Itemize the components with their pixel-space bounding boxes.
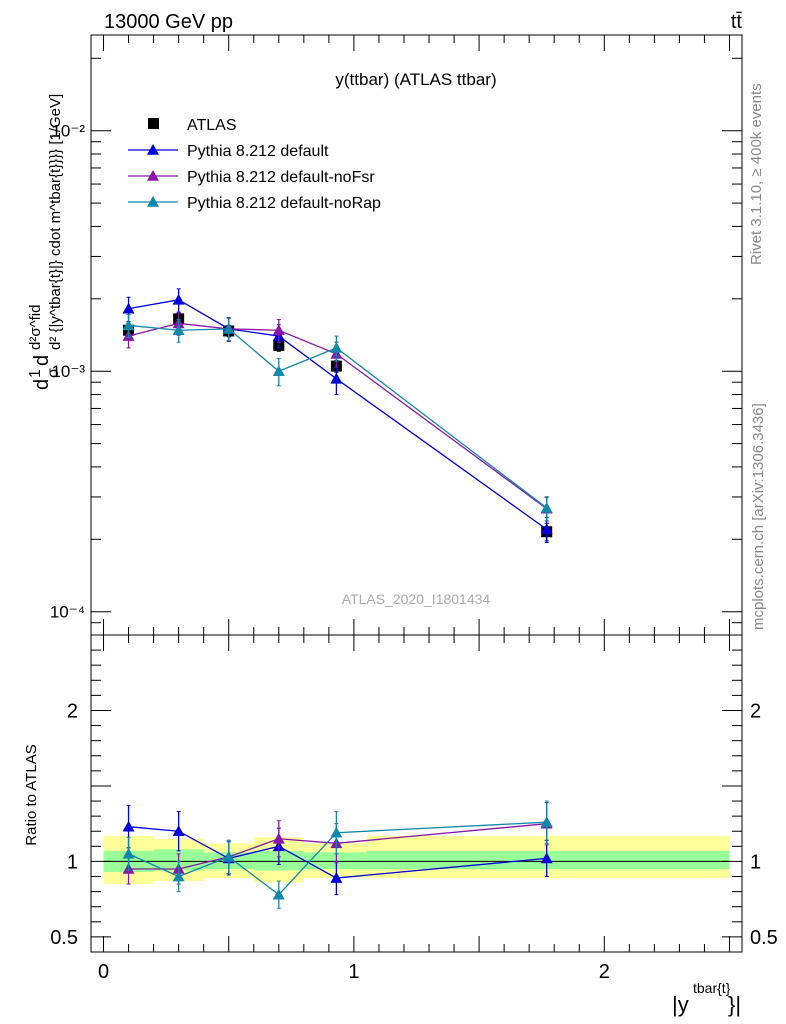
ratio-data-point	[330, 872, 343, 883]
rivet-version-label: Rivet 3.1.10, ≥ 400k events	[748, 83, 765, 265]
ratio-data-point	[540, 816, 553, 827]
legend-marker-triangle	[147, 144, 159, 155]
ratio-ticks: 0.5 0.5 1 1 2 2 0 1 2	[50, 635, 778, 983]
ratio-data-point	[540, 852, 553, 864]
main-y-axis-label: d 1 σ d d²σ^fid d² {|y^tbar{t}|} cdot m^…	[27, 94, 64, 390]
mc-data-point	[122, 302, 135, 314]
ratio-data-point	[272, 832, 285, 844]
ratio-y-tick-label-right: 2	[750, 700, 761, 722]
mc-data-point	[122, 319, 135, 331]
header-process-label: tt̄	[731, 11, 743, 33]
ratio-y-tick-label-left: 0.5	[50, 927, 78, 949]
watermark: ATLAS_2020_I1801434	[342, 591, 491, 607]
mc-data-point	[172, 324, 185, 336]
mc-data-point	[222, 322, 235, 334]
ratio-uncertainty-bands	[103, 835, 730, 885]
y-label-numerator: d²σ^fid	[27, 305, 44, 350]
y-label-sigma: σ	[45, 368, 62, 378]
ratio-data-point	[122, 847, 135, 859]
x-axis-label: |y tbar{t} }|	[672, 980, 741, 1017]
main-series-line	[128, 299, 548, 530]
mc-data-point	[330, 372, 343, 384]
mcplots-label: mcplots.cern.ch [arXiv:1306.3436]	[750, 403, 767, 630]
header-collision-label: 13000 GeV pp	[104, 11, 233, 33]
ratio-data-marks	[122, 800, 553, 909]
main-y-ticks: 10⁻² 10⁻³ 10⁻⁴	[50, 35, 742, 636]
mc-data-point	[272, 324, 285, 336]
main-series-line	[128, 324, 548, 509]
main-y-tick-label: 10⁻²	[51, 122, 85, 141]
mc-data-point	[172, 293, 185, 305]
y-label-d2: d	[31, 355, 53, 366]
ratio-series-line	[128, 826, 547, 879]
ratio-y-tick-label-right: 0.5	[750, 927, 778, 949]
ratio-band-inner	[303, 852, 367, 869]
x-label-base: |y	[672, 992, 689, 1017]
legend-label: Pythia 8.212 default-noRap	[187, 195, 381, 212]
legend: ATLAS Pythia 8.212 default Pythia 8.212 de…	[128, 117, 381, 212]
x-tick-label: 1	[348, 961, 359, 983]
ratio-series-line	[128, 823, 547, 870]
y-label-rest: d² {|y^tbar{t}|} cdot m^tbar{t}}}} [1/Ge…	[47, 94, 64, 350]
ratio-data-point	[272, 888, 285, 900]
ratio-data-point	[172, 825, 185, 837]
ratio-y-tick-label-left: 2	[67, 700, 78, 722]
main-title: y(ttbar) (ATLAS ttbar)	[335, 70, 496, 89]
ratio-y-axis-label: Ratio to ATLAS	[23, 744, 40, 845]
ratio-data-point	[330, 826, 343, 838]
mc-data-point	[540, 523, 553, 535]
x-label-sup: tbar{t}	[693, 980, 731, 996]
y-label-one: 1	[27, 369, 44, 378]
ratio-data-point	[122, 820, 135, 832]
main-series-line	[128, 322, 548, 510]
x-label-end: }|	[728, 992, 741, 1017]
ratio-panel-frame	[90, 634, 743, 953]
legend-marker-triangle	[147, 196, 159, 207]
ratio-series-line	[128, 821, 547, 896]
main-y-tick-label: 10⁻³	[51, 362, 85, 381]
y-label-d1: d	[31, 379, 53, 390]
legend-marker-square	[148, 118, 159, 129]
main-data-marks	[122, 288, 553, 543]
mc-data-point	[330, 341, 343, 353]
main-panel: y(ttbar) (ATLAS ttbar) ATLAS_2020_I18014…	[27, 34, 743, 636]
ratio-y-tick-label-left: 1	[67, 851, 78, 873]
legend-label: Pythia 8.212 default	[187, 143, 329, 160]
main-y-tick-label: 10⁻⁴	[50, 603, 85, 622]
x-tick-label: 0	[98, 961, 109, 983]
ratio-data-point	[222, 850, 235, 862]
x-tick-label: 2	[599, 961, 610, 983]
mc-data-point	[540, 501, 553, 513]
mc-data-point	[272, 365, 285, 376]
ratio-panel: 0.5 0.5 1 1 2 2 0 1 2 Ratio to ATLAS |y tbar{t} …	[23, 634, 778, 1017]
ratio-data-point	[172, 870, 185, 882]
legend-label: Pythia 8.212 default-noFsr	[187, 169, 375, 186]
legend-label: ATLAS	[187, 117, 237, 134]
ratio-y-tick-label-right: 1	[750, 851, 761, 873]
legend-marker-triangle	[147, 170, 159, 181]
